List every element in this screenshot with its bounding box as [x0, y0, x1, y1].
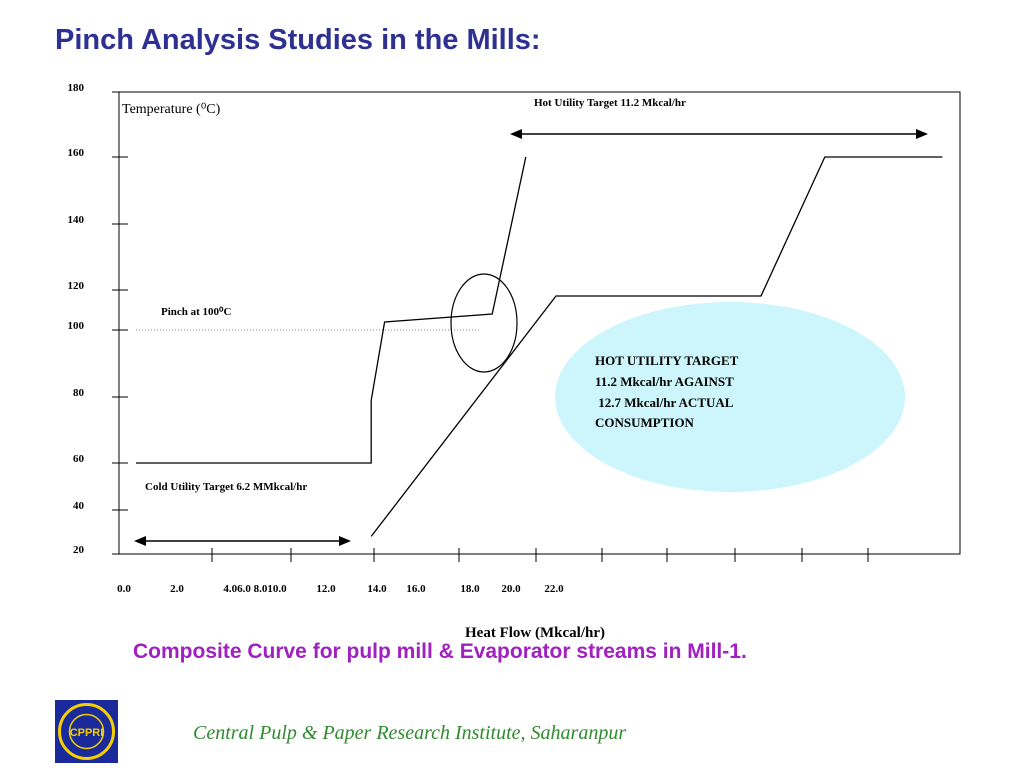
composite-curve-chart: 180 160 140 120 100 80 60 40 20 0.0 2.0 4.06.0 8.0…: [68, 82, 961, 640]
pinch-circle: [450, 273, 518, 373]
cold-utility-arrowhead-left: [134, 536, 146, 546]
cppri-logo: CPPRI: [55, 700, 118, 763]
cppri-seal-icon: CPPRI: [58, 703, 115, 760]
x-tick-label: 18.0: [460, 583, 480, 595]
x-tick-label: 0.0: [117, 583, 131, 595]
x-tick-label: 2.0: [170, 583, 184, 595]
y-tick-label: 160: [68, 147, 85, 159]
x-tick-label: 4.06.0 8.010.0: [223, 583, 287, 595]
cold-composite-curve: [136, 156, 527, 464]
hot-utility-arrowhead-left: [510, 129, 522, 139]
pinch-label: Pinch at 100⁰C: [161, 306, 231, 318]
y-tick-label: 100: [68, 320, 85, 332]
y-tick-label: 180: [68, 82, 85, 94]
cold-utility-arrowhead-right: [339, 536, 351, 546]
y-tick-label: 60: [73, 453, 85, 465]
bubble-line-4: CONSUMPTION: [595, 415, 695, 430]
x-tick-label: 20.0: [501, 583, 521, 595]
figure-caption: Composite Curve for pulp mill & Evaporat…: [133, 640, 747, 663]
x-tick-label: 12.0: [316, 583, 336, 595]
bubble-line-1: HOT UTILITY TARGET: [595, 353, 739, 368]
x-tick-label: 16.0: [406, 583, 426, 595]
y-tick-label: 80: [73, 387, 85, 399]
institute-footer: Central Pulp & Paper Research Institute,…: [193, 722, 627, 744]
y-axis-label: Temperature (⁰C): [122, 102, 221, 117]
x-tick-label: 14.0: [367, 583, 387, 595]
y-tick-label: 140: [68, 214, 85, 226]
hot-utility-label: Hot Utility Target 11.2 Mkcal/hr: [534, 97, 686, 109]
bubble-line-2: 11.2 Mkcal/hr AGAINST: [595, 374, 734, 389]
slide-title: Pinch Analysis Studies in the Mills:: [55, 24, 541, 56]
y-tick-label: 40: [73, 500, 85, 512]
x-axis-label: Heat Flow (Mkcal/hr): [465, 625, 605, 640]
cold-utility-label: Cold Utility Target 6.2 MMkcal/hr: [145, 481, 307, 493]
y-tick-label: 120: [68, 280, 85, 292]
consumption-bubble: [555, 302, 905, 492]
y-tick-label: 20: [73, 544, 85, 556]
hot-composite-curve: [370, 156, 943, 537]
svg-text:CPPRI: CPPRI: [70, 727, 104, 739]
bubble-line-3: 12.7 Mkcal/hr ACTUAL: [595, 395, 734, 410]
hot-utility-arrowhead-right: [916, 129, 928, 139]
x-tick-label: 22.0: [544, 583, 564, 595]
plot-frame: [118, 91, 961, 555]
